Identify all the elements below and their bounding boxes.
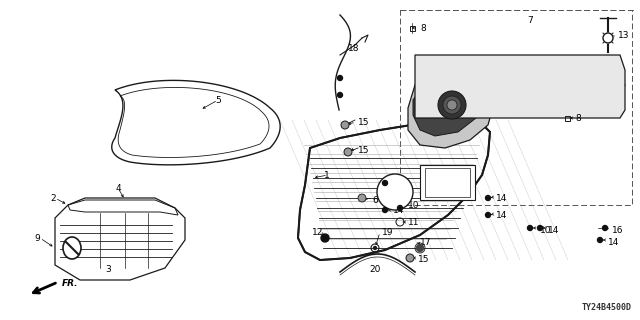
Bar (400, 10, 632, 205)
Circle shape (377, 174, 413, 210)
Circle shape (383, 180, 387, 186)
Text: 14: 14 (393, 205, 404, 214)
Circle shape (538, 226, 543, 230)
Circle shape (341, 121, 349, 129)
Circle shape (527, 226, 532, 230)
Text: 14: 14 (608, 237, 620, 246)
Bar (420, 165, 475, 200)
Text: 7: 7 (527, 15, 533, 25)
Text: 8: 8 (420, 23, 426, 33)
Circle shape (406, 254, 414, 262)
Text: TY24B4500D: TY24B4500D (582, 303, 632, 312)
Circle shape (438, 91, 466, 119)
Circle shape (598, 237, 602, 243)
Circle shape (337, 92, 342, 98)
Bar (564, 116, 570, 121)
Circle shape (486, 212, 490, 218)
Polygon shape (490, 70, 625, 108)
Text: 8: 8 (575, 114, 580, 123)
Text: 16: 16 (612, 226, 623, 235)
Text: 9: 9 (35, 234, 40, 243)
Text: 12: 12 (312, 228, 323, 236)
Text: 13: 13 (618, 30, 630, 39)
Text: 14: 14 (496, 211, 508, 220)
Ellipse shape (63, 237, 81, 259)
Circle shape (603, 33, 613, 43)
Circle shape (337, 76, 342, 81)
Text: 10: 10 (540, 226, 552, 235)
Text: 4: 4 (115, 183, 121, 193)
Text: 15: 15 (358, 146, 369, 155)
Text: 15: 15 (358, 117, 369, 126)
Circle shape (383, 207, 387, 212)
Text: 11: 11 (408, 218, 419, 227)
Text: 18: 18 (348, 44, 360, 52)
Text: 14: 14 (496, 194, 508, 203)
Circle shape (443, 96, 461, 114)
Polygon shape (413, 75, 480, 136)
Polygon shape (408, 65, 495, 148)
Circle shape (374, 246, 376, 250)
Circle shape (344, 148, 352, 156)
Text: 2: 2 (51, 194, 56, 203)
Text: 6: 6 (372, 196, 378, 204)
Circle shape (358, 194, 366, 202)
Circle shape (602, 226, 607, 230)
Text: FR.: FR. (62, 279, 79, 289)
Polygon shape (415, 55, 625, 118)
Text: 14: 14 (393, 179, 404, 188)
Text: 20: 20 (369, 266, 381, 275)
Text: 14: 14 (548, 226, 559, 235)
Text: 5: 5 (215, 95, 221, 105)
Text: 19: 19 (382, 228, 394, 236)
Bar (410, 26, 415, 30)
Circle shape (447, 100, 457, 110)
Circle shape (417, 244, 424, 252)
Text: 15: 15 (418, 255, 429, 265)
Text: 10: 10 (408, 201, 419, 210)
Circle shape (397, 205, 403, 211)
Text: 17: 17 (420, 237, 431, 246)
Circle shape (321, 234, 329, 242)
Text: 1: 1 (324, 171, 330, 180)
Circle shape (486, 196, 490, 201)
Bar (425, 168, 470, 197)
Text: 3: 3 (105, 266, 111, 275)
Text: A: A (390, 186, 401, 200)
